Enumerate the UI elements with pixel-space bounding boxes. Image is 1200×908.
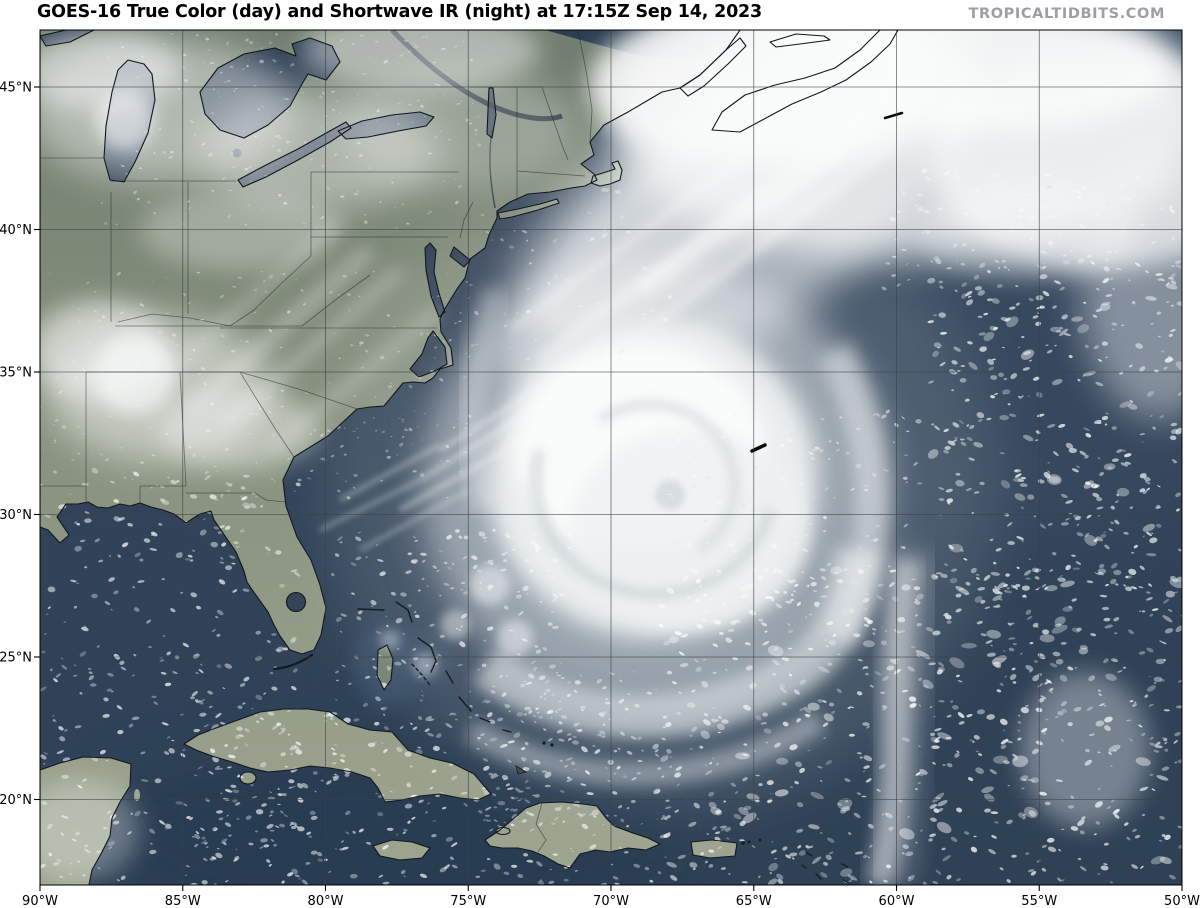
lat-tick-label: 25°N xyxy=(0,651,32,666)
lon-tick-label: 80°W xyxy=(308,894,344,908)
lat-tick-label: 20°N xyxy=(0,793,32,808)
bermuda-island-mark xyxy=(750,443,767,453)
sable-island-mark xyxy=(883,111,904,120)
state-borders xyxy=(40,30,593,853)
lat-tick-label: 35°N xyxy=(0,366,32,381)
lon-tick-label: 55°W xyxy=(1021,894,1057,908)
longitude-axis: 90°W 85°W 80°W 75°W 70°W 65°W 60°W 55°W 50°W xyxy=(22,885,1200,908)
watermark: TROPICALTIDBITS.COM xyxy=(968,6,1165,22)
speckle-clouds xyxy=(40,33,1182,885)
latitude-axis: 45°N 40°N 35°N 30°N 25°N 20°N xyxy=(0,81,40,808)
lat-tick-label: 30°N xyxy=(0,508,32,523)
lon-tick-label: 50°W xyxy=(1164,894,1200,908)
lon-tick-label: 70°W xyxy=(593,894,629,908)
lon-tick-label: 60°W xyxy=(879,894,915,908)
lon-tick-label: 75°W xyxy=(450,894,486,908)
small-islands xyxy=(357,111,904,884)
lon-tick-label: 65°W xyxy=(736,894,772,908)
lon-tick-label: 90°W xyxy=(22,894,58,908)
hurricane-clouds xyxy=(325,30,995,810)
lat-tick-label: 40°N xyxy=(0,223,32,238)
lon-tick-label: 85°W xyxy=(165,894,201,908)
lat-tick-label: 45°N xyxy=(0,81,32,96)
page-title: GOES-16 True Color (day) and Shortwave I… xyxy=(37,2,763,22)
